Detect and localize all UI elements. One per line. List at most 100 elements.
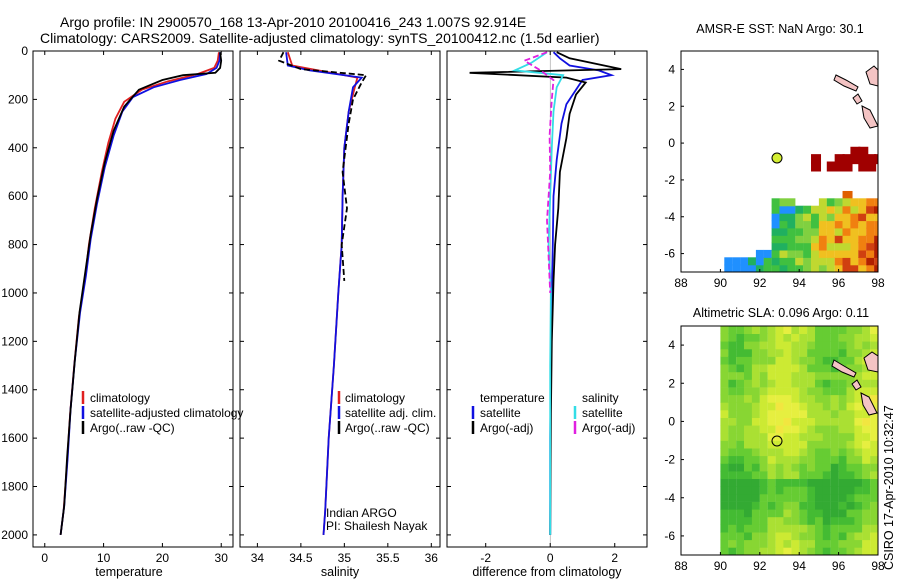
sla-cell bbox=[870, 524, 878, 533]
sla-cell bbox=[822, 463, 831, 472]
sla-cell bbox=[862, 371, 871, 380]
sla-cell bbox=[846, 394, 855, 403]
sst-cell bbox=[826, 220, 835, 229]
sla-cell bbox=[854, 509, 863, 518]
series-line-argo bbox=[277, 51, 368, 281]
sla-cell bbox=[799, 471, 808, 479]
sla-cell bbox=[870, 326, 878, 334]
sla-cell bbox=[775, 379, 784, 388]
salinity-x-ticks: 34 34.5 35 35.5 36 bbox=[240, 50, 440, 565]
sst-cell bbox=[850, 146, 861, 157]
sla-cell bbox=[791, 394, 800, 403]
sla-cell bbox=[775, 509, 784, 518]
sla-cell bbox=[767, 348, 776, 357]
sla-cell bbox=[807, 455, 816, 464]
sla-cell bbox=[759, 387, 768, 396]
sla-cell bbox=[830, 509, 839, 518]
sst-cell bbox=[874, 154, 878, 165]
sla-cell bbox=[830, 371, 839, 380]
sla-cell bbox=[720, 471, 729, 479]
sla-cell bbox=[751, 440, 760, 449]
sla-cell bbox=[870, 493, 878, 502]
legend-heading-temperature: temperature bbox=[480, 391, 545, 405]
sst-cell bbox=[834, 242, 843, 251]
sst-cell bbox=[740, 264, 749, 272]
sla-cell bbox=[830, 539, 839, 548]
sst-cell bbox=[795, 242, 804, 251]
sla-cell bbox=[791, 471, 800, 479]
sla-cell bbox=[807, 478, 816, 487]
sla-cell bbox=[830, 341, 839, 350]
sla-cell bbox=[751, 379, 760, 388]
sla-cell bbox=[751, 410, 760, 418]
sst-cell bbox=[787, 242, 796, 251]
sla-cell bbox=[791, 478, 800, 487]
sst-cell bbox=[866, 257, 875, 266]
legend-label-satellite: satellite-adjusted climatology bbox=[90, 406, 243, 420]
sst-cell bbox=[858, 264, 867, 272]
sst-cell bbox=[842, 198, 851, 207]
sla-cell bbox=[744, 394, 752, 403]
sla-cell bbox=[759, 547, 768, 555]
sla-cell bbox=[815, 509, 823, 518]
y-tick-label: -4 bbox=[664, 491, 675, 505]
sla-cell bbox=[720, 410, 729, 418]
sla-cell bbox=[830, 402, 839, 411]
sla-cell bbox=[815, 379, 823, 388]
sla-cell bbox=[815, 516, 823, 525]
sla-cell bbox=[815, 425, 823, 434]
sla-cell bbox=[720, 516, 729, 525]
sla-cell bbox=[846, 455, 855, 464]
sla-cell bbox=[854, 493, 863, 502]
sst-cell bbox=[874, 264, 878, 272]
sla-cell bbox=[751, 501, 760, 510]
sst-cell bbox=[795, 220, 804, 229]
sla-cell bbox=[838, 402, 847, 411]
sla-cell bbox=[870, 387, 878, 396]
sla-cell bbox=[728, 539, 737, 548]
sla-map-frame bbox=[680, 325, 879, 556]
sla-cell bbox=[744, 448, 752, 457]
sst-cell bbox=[724, 257, 733, 266]
side-label: CSIRO 17-Apr-2010 10:32:47 bbox=[882, 405, 896, 570]
sst-cell bbox=[803, 257, 812, 266]
sla-cell bbox=[791, 516, 800, 525]
sla-cell bbox=[838, 410, 847, 418]
sst-cell bbox=[787, 205, 796, 214]
sla-cell bbox=[767, 417, 776, 426]
sst-cell bbox=[858, 198, 867, 207]
sla-cell bbox=[767, 432, 776, 441]
sla-cell bbox=[870, 440, 878, 449]
sla-cell bbox=[759, 341, 768, 350]
sla-cell bbox=[830, 501, 839, 510]
legend-label-argo: Argo(..raw -QC) bbox=[90, 421, 175, 435]
sla-cell bbox=[862, 463, 871, 472]
island-outline bbox=[863, 351, 878, 373]
sla-cell bbox=[822, 516, 831, 525]
y-tick-label: -2 bbox=[664, 173, 675, 187]
sla-cell bbox=[815, 341, 823, 350]
sla-cell bbox=[751, 478, 760, 487]
sla-cell bbox=[791, 326, 800, 334]
y-tick-label: 400 bbox=[8, 141, 28, 155]
sst-cell bbox=[858, 213, 867, 222]
sla-cell bbox=[744, 486, 752, 495]
sla-cell bbox=[807, 539, 816, 548]
sla-cell bbox=[862, 486, 871, 495]
sst-cell bbox=[858, 154, 869, 165]
sla-cell bbox=[783, 326, 792, 334]
sst-cell bbox=[834, 264, 843, 272]
x-tick-label: 0 bbox=[41, 551, 48, 565]
sla-cell bbox=[815, 524, 823, 533]
sla-cell bbox=[728, 432, 737, 441]
sla-cell bbox=[807, 547, 816, 555]
sst-cell bbox=[811, 249, 819, 258]
sla-cell bbox=[767, 455, 776, 464]
sla-cell bbox=[862, 516, 871, 525]
sla-cell bbox=[862, 455, 871, 464]
sla-cell bbox=[838, 547, 847, 555]
sla-cell bbox=[799, 501, 808, 510]
sla-cell bbox=[854, 348, 863, 357]
sla-cell bbox=[830, 463, 839, 472]
sla-cell bbox=[807, 364, 816, 373]
